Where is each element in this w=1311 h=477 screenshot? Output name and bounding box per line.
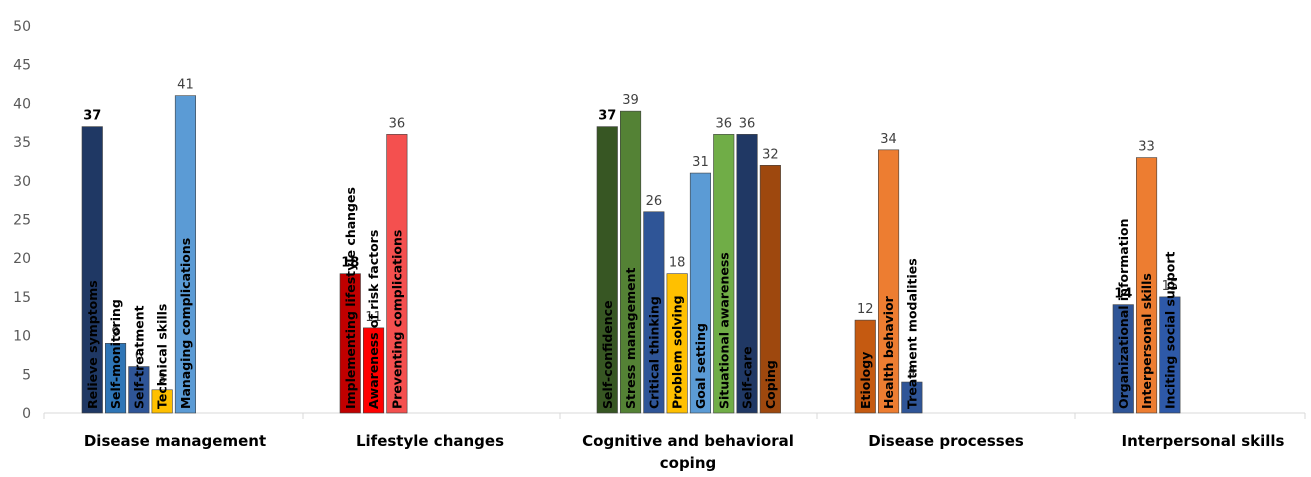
bar [1159,296,1181,414]
y-tick-label: 15 [13,290,31,306]
bar [713,134,735,414]
bar-name-label: Critical thinking [646,296,661,409]
data-label: 12 [857,302,874,317]
bar [1136,157,1158,414]
y-tick-label: 30 [13,174,31,190]
bar-name-label: Stress management [623,268,638,409]
data-label: 36 [389,116,406,131]
y-tick-label: 45 [13,58,31,74]
category-label: Disease processes [868,432,1024,450]
bar [877,149,900,414]
data-label: 33 [1138,140,1155,155]
y-tick-label: 50 [13,19,31,35]
data-label: 31 [692,155,709,170]
y-tick-label: 20 [13,251,31,267]
bar [854,319,876,414]
bar [759,165,781,414]
bar [386,134,408,414]
y-tick-label: 40 [13,96,31,112]
bar-name-label: Relieve symptoms [85,280,100,409]
bar [1112,304,1134,414]
y-tick-label: 0 [22,406,31,422]
category-label: Lifestyle changes [356,432,504,450]
bar-name-label: Goal setting [693,323,708,409]
bar [128,366,150,414]
bar-name-label: Preventing complications [389,230,404,409]
bar [81,126,103,414]
data-label: 36 [739,116,756,131]
bar [901,381,923,414]
data-label: 3 [158,372,166,387]
data-label: 9 [111,325,119,340]
bar-name-label: Self-treatment [131,305,146,409]
bar-name-label: Awareness of risk factors [366,230,381,409]
data-label: 18 [341,256,359,271]
bar-name-label: Interpersonal skills [1139,273,1154,409]
bar-name-label: Self-monitoring [108,299,123,409]
y-tick-label: 35 [13,135,31,151]
data-label: 37 [83,109,101,124]
data-label: 41 [177,78,194,93]
bar [105,343,127,414]
bar [666,273,688,414]
bar-name-label: Inciting social support [1162,252,1177,409]
data-label: 14 [1114,287,1132,302]
bar-name-label: Self-confidence [600,300,615,409]
bar-name-label: Organizational information [1116,219,1131,409]
bar-name-label: Treatment modalities [904,258,919,409]
category-label: Cognitive and behavioral [582,432,794,450]
bar [339,273,361,414]
data-label: 11 [365,310,382,325]
bar-name-label: Problem solving [670,295,685,409]
bar [174,95,196,414]
bar [689,172,712,414]
bar-name-label: Managing complications [178,238,193,409]
bar-name-label: Health behavior [881,295,896,409]
bar [643,211,665,414]
bar [619,110,642,414]
data-label: 39 [622,93,639,108]
bar [151,389,173,414]
category-label: Interpersonal skills [1122,432,1285,450]
data-label: 4 [908,364,916,379]
bar [362,327,385,414]
data-label: 36 [715,116,732,131]
bar [736,134,758,414]
data-label: 34 [880,132,897,147]
bar-name-label: Technical skills [155,304,170,409]
bar-name-label: Coping [763,360,778,409]
bar-name-label: Situational awareness [716,252,731,409]
data-label: 26 [646,194,663,209]
data-label: 37 [598,109,616,124]
data-label: 6 [135,349,143,364]
bar-name-label: Etiology [858,352,873,409]
category-label-line2: coping [660,454,717,472]
bar-name-label: Implementing lifestyle changes [343,187,358,409]
y-tick-label: 5 [22,367,31,383]
y-tick-label: 10 [13,329,31,345]
category-label: Disease management [84,432,266,450]
data-label: 32 [762,147,779,162]
bar [596,126,618,414]
data-label: 15 [1162,279,1179,294]
data-label: 18 [669,256,686,271]
y-tick-label: 25 [13,213,31,229]
bar-name-label: Self-care [740,346,755,409]
